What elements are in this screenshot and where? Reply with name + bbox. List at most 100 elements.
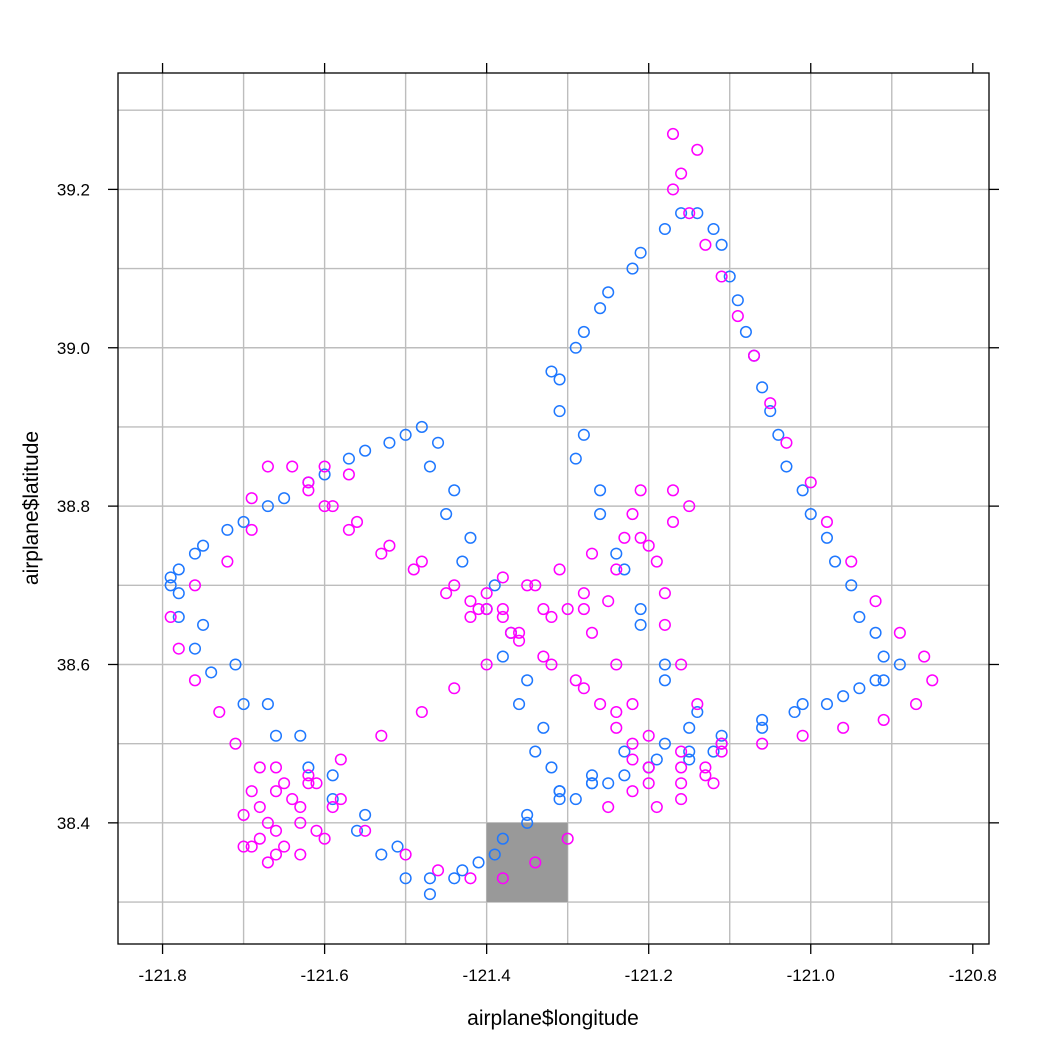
magenta-track-point <box>683 207 696 220</box>
blue-track-point <box>731 294 744 307</box>
magenta-track-point <box>237 840 250 853</box>
data-points <box>164 127 939 901</box>
blue-track-point <box>569 452 582 465</box>
blue-track-point <box>634 618 647 631</box>
blue-track-point <box>521 816 534 829</box>
magenta-track-point <box>513 634 526 647</box>
magenta-track-point <box>245 840 258 853</box>
blue-track-point <box>529 745 542 758</box>
blue-track-point <box>577 325 590 338</box>
blue-track-point <box>188 642 202 655</box>
blue-track-point <box>594 302 607 315</box>
magenta-track-point <box>666 183 680 196</box>
blue-track-point <box>796 484 809 497</box>
x-axis-title: airplane$longitude <box>467 1007 639 1030</box>
magenta-track-point <box>440 587 453 600</box>
blue-track-point <box>585 777 599 790</box>
magenta-track-point <box>602 595 615 608</box>
axis-ticks <box>108 63 999 954</box>
magenta-track-point <box>642 761 655 774</box>
magenta-track-point <box>569 674 582 687</box>
magenta-track-point <box>756 737 769 750</box>
blue-track-point <box>691 207 704 220</box>
magenta-track-point <box>577 603 590 616</box>
plot-frame <box>117 72 990 945</box>
blue-track-point <box>585 769 599 782</box>
magenta-track-point <box>529 579 542 592</box>
blue-track-point <box>440 507 453 521</box>
blue-track-point <box>188 547 202 560</box>
magenta-track-point <box>245 523 258 536</box>
magenta-track-point <box>253 832 266 845</box>
magenta-track-point <box>602 800 615 814</box>
blue-track-point <box>261 500 274 513</box>
magenta-track-point <box>480 587 493 600</box>
magenta-track-point <box>658 618 671 631</box>
blue-track-point <box>197 539 210 552</box>
magenta-track-point <box>918 650 931 663</box>
magenta-track-point <box>504 626 518 639</box>
magenta-track-point <box>375 547 388 560</box>
magenta-track-point <box>334 793 347 806</box>
magenta-track-point <box>302 777 315 790</box>
blue-track-point <box>456 555 469 568</box>
blue-track-point <box>399 872 412 885</box>
blue-track-point <box>804 507 817 521</box>
y-tick-label: 39.0 <box>57 339 90 358</box>
blue-track-point <box>715 729 728 742</box>
magenta-track-point <box>383 539 396 552</box>
highlight-box <box>486 822 568 903</box>
magenta-track-point <box>877 713 890 726</box>
blue-track-point <box>350 824 364 837</box>
blue-track-point <box>197 618 210 631</box>
blue-track-point <box>683 745 696 758</box>
blue-track-point <box>569 341 582 354</box>
blue-track-point <box>577 428 590 441</box>
magenta-track-point <box>650 800 663 814</box>
magenta-track-point <box>675 761 688 774</box>
y-tick-label: 38.4 <box>57 814 90 833</box>
magenta-track-point <box>820 515 834 529</box>
magenta-track-point <box>269 761 283 774</box>
magenta-track-point <box>666 515 680 529</box>
magenta-track-point <box>642 777 655 790</box>
x-tick-label: -121.8 <box>138 966 186 985</box>
magenta-track-point <box>294 816 307 829</box>
magenta-track-point <box>294 848 307 861</box>
magenta-track-point <box>642 729 655 742</box>
blue-track-point <box>553 373 566 386</box>
magenta-track-point <box>496 872 509 885</box>
magenta-track-point <box>213 705 226 719</box>
blue-track-point <box>829 555 842 568</box>
blue-track-point <box>464 531 477 544</box>
highlight-box-group <box>486 822 568 903</box>
magenta-track-point <box>513 626 526 639</box>
magenta-track-point <box>326 500 339 513</box>
magenta-track-point <box>221 555 234 568</box>
magenta-track-point <box>448 682 461 695</box>
magenta-track-point <box>910 698 923 711</box>
magenta-track-point <box>626 785 639 798</box>
magenta-track-point <box>780 436 793 449</box>
blue-track-point <box>278 492 291 505</box>
magenta-track-point <box>675 167 688 180</box>
blue-track-point <box>488 848 501 861</box>
magenta-track-point <box>237 808 250 821</box>
magenta-track-point <box>545 658 558 671</box>
magenta-track-point <box>666 484 680 497</box>
magenta-track-point <box>529 856 542 869</box>
magenta-track-point <box>618 531 631 544</box>
magenta-track-point <box>302 484 315 497</box>
magenta-track-point <box>261 816 274 829</box>
magenta-track-point <box>302 769 315 782</box>
magenta-track-point <box>253 761 266 774</box>
blue-track-point <box>423 872 436 885</box>
magenta-track-point <box>269 824 283 837</box>
magenta-track-point <box>675 793 688 806</box>
magenta-track-point <box>269 785 283 798</box>
magenta-track-point <box>464 872 477 885</box>
blue-track-point <box>796 698 809 711</box>
blue-track-point <box>545 761 558 774</box>
blue-track-point <box>715 238 728 251</box>
